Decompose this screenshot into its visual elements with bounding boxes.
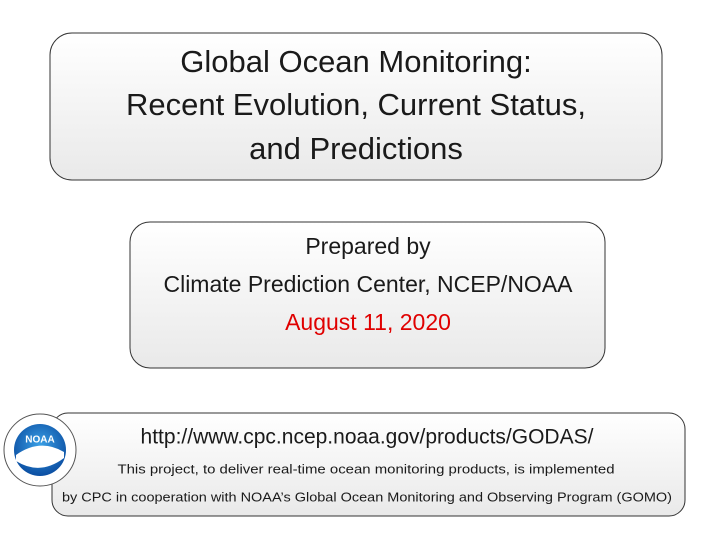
date: August 11, 2020 (285, 309, 451, 335)
note-line: This project, to deliver real-time ocean… (118, 462, 615, 476)
logo-label: NOAA (25, 435, 54, 446)
prepared-by: Prepared by (305, 233, 431, 259)
logo-bird (16, 445, 64, 468)
footer-box: http://www.cpc.ncep.noaa.gov/products/GO… (51, 412, 686, 517)
organization: Climate Prediction Center, NCEP/NOAA (163, 271, 573, 297)
title-line: Global Ocean Monitoring: (180, 44, 532, 79)
info-frame (129, 221, 606, 369)
noaa-logo: NOAA (3, 413, 77, 487)
title-line: Recent Evolution, Current Status, (126, 87, 586, 122)
title-frame (49, 32, 663, 181)
url: http://www.cpc.ncep.noaa.gov/products/GO… (141, 426, 594, 449)
info-box: Prepared by Climate Prediction Center, N… (129, 221, 606, 369)
title-line: and Predictions (249, 131, 463, 166)
note-line: by CPC in cooperation with NOAA’s Global… (62, 490, 672, 504)
title-box: Global Ocean Monitoring: Recent Evolutio… (49, 32, 663, 181)
